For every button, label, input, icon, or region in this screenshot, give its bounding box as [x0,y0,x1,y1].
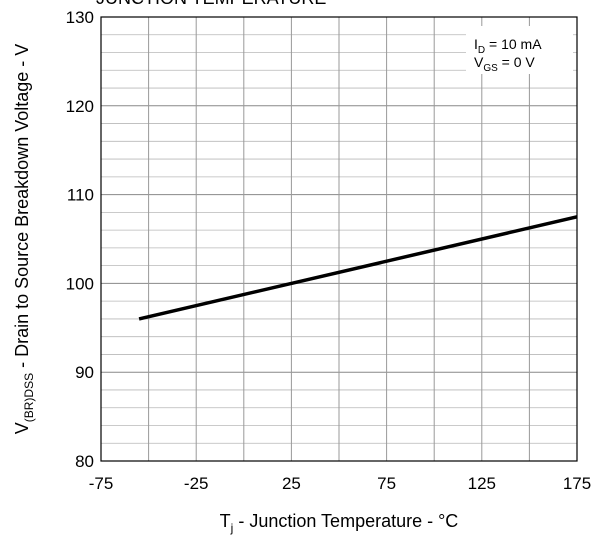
y-tick-label: 90 [75,363,94,382]
x-tick-labels: -75 -25 25 75 125 175 [89,474,591,493]
data-series [138,215,578,321]
y-tick-label: 80 [75,452,94,471]
y-tick-label: 110 [67,186,94,205]
series-line [138,215,578,321]
y-tick-label: 120 [66,97,94,116]
y-axis-label: V(BR)DSS - Drain to Source Breakdown Vol… [12,44,36,435]
x-tick-label: -25 [184,474,209,493]
y-tick-labels: 80 90 100 110 120 130 [66,8,94,471]
annotation-id: ID = 10 mA [474,36,542,56]
y-tick-label: 100 [66,274,94,293]
chart-title: JUNCTION TEMPERATURE [96,0,326,8]
y-tick-label: 130 [66,8,94,27]
x-tick-label: 125 [468,474,496,493]
annotation-box [466,26,573,74]
x-axis-label: Tj - Junction Temperature - °C [220,511,459,535]
x-tick-label: 175 [563,474,591,493]
x-tick-label: 25 [282,474,301,493]
grid [101,17,577,461]
x-tick-label: 75 [377,474,396,493]
x-tick-label: -75 [89,474,114,493]
annotation-vgs: VGS = 0 V [474,54,535,74]
plot-frame [100,16,578,462]
